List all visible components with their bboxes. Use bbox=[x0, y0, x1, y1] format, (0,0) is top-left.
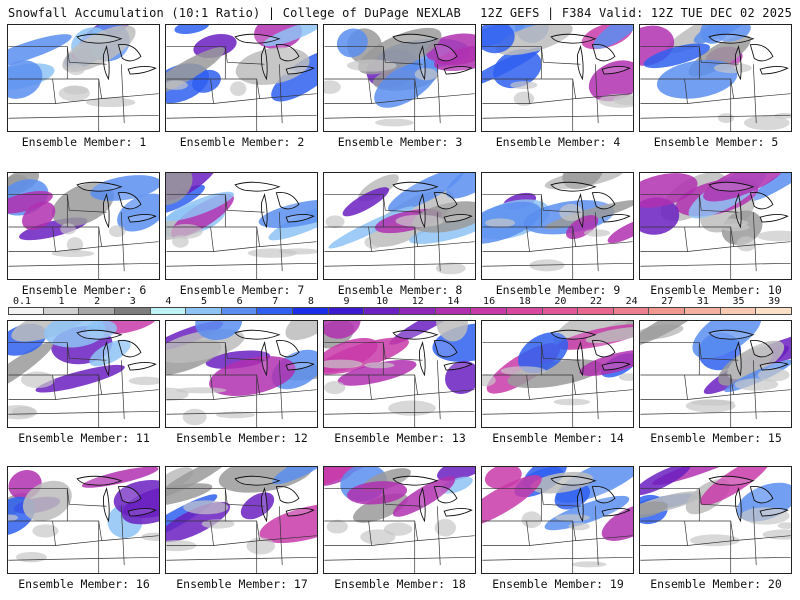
member-caption: Ensemble Member: 1 bbox=[21, 135, 147, 149]
colorbar-label: 3 bbox=[129, 296, 136, 307]
colorbar-label: 14 bbox=[447, 296, 460, 307]
run-info: 12Z GEFS | F384 Valid: 12Z TUE DEC 02 20… bbox=[480, 6, 792, 20]
colorbar-segment bbox=[542, 307, 579, 315]
member-map-panel bbox=[323, 24, 476, 132]
member-map-panel bbox=[7, 24, 160, 132]
colorbar-label: 10 bbox=[376, 296, 389, 307]
colorbar-segment bbox=[150, 307, 187, 315]
colorbar-label: 7 bbox=[272, 296, 279, 307]
member-map-panel bbox=[639, 24, 792, 132]
member-caption: Ensemble Member: 7 bbox=[179, 283, 305, 297]
colorbar-label: 0.1 bbox=[12, 296, 32, 307]
member-map-panel bbox=[481, 320, 634, 428]
member-caption: Ensemble Member: 11 bbox=[18, 431, 150, 445]
colorbar-label: 8 bbox=[307, 296, 314, 307]
member-caption: Ensemble Member: 15 bbox=[650, 431, 782, 445]
member-caption: Ensemble Member: 17 bbox=[176, 577, 308, 591]
colorbar-segment bbox=[649, 307, 686, 315]
colorbar-segment bbox=[685, 307, 721, 315]
member-caption: Ensemble Member: 20 bbox=[650, 577, 782, 591]
member-caption: Ensemble Member: 13 bbox=[334, 431, 466, 445]
colorbar-label: 4 bbox=[165, 296, 172, 307]
member-map-panel bbox=[165, 466, 318, 574]
colorbar-frame bbox=[8, 307, 792, 315]
member-map-panel bbox=[323, 320, 476, 428]
colorbar-label: 16 bbox=[483, 296, 496, 307]
member-caption: Ensemble Member: 4 bbox=[495, 135, 621, 149]
colorbar-segment bbox=[720, 307, 757, 315]
member-map-panel bbox=[7, 466, 160, 574]
member-caption: Ensemble Member: 3 bbox=[337, 135, 463, 149]
member-caption: Ensemble Member: 5 bbox=[653, 135, 779, 149]
colorbar-segment bbox=[364, 307, 400, 315]
colorbar-label: 5 bbox=[200, 296, 208, 307]
member-map-panel bbox=[165, 172, 318, 280]
colorbar-label: 1 bbox=[58, 296, 65, 307]
colorbar-segment bbox=[435, 307, 472, 315]
member-map-panel bbox=[323, 466, 476, 574]
member-caption: Ensemble Member: 14 bbox=[492, 431, 624, 445]
colorbar-segment bbox=[114, 307, 151, 315]
colorbar-label: 39 bbox=[768, 296, 781, 307]
member-map-panel bbox=[481, 24, 634, 132]
member-caption: Ensemble Member: 6 bbox=[21, 283, 147, 297]
colorbar-segment bbox=[257, 307, 294, 315]
member-map-panel bbox=[165, 320, 318, 428]
colorbar-segment bbox=[79, 307, 115, 315]
member-caption: Ensemble Member: 8 bbox=[337, 283, 463, 297]
member-map-panel bbox=[481, 466, 634, 574]
member-map-panel bbox=[323, 172, 476, 280]
member-map-panel bbox=[165, 24, 318, 132]
colorbar-segment bbox=[221, 307, 258, 315]
member-caption: Ensemble Member: 9 bbox=[495, 283, 621, 297]
colorbar-segment bbox=[613, 307, 650, 315]
member-caption: Ensemble Member: 19 bbox=[492, 577, 624, 591]
colorbar-label: 20 bbox=[554, 296, 567, 307]
colorbar-segment bbox=[328, 307, 365, 315]
member-caption: Ensemble Member: 10 bbox=[650, 283, 782, 297]
colorbar-label: 6 bbox=[236, 296, 243, 307]
member-map-panel bbox=[639, 466, 792, 574]
colorbar-label: 12 bbox=[411, 296, 424, 307]
colorbar-label: 27 bbox=[661, 296, 674, 307]
member-caption: Ensemble Member: 2 bbox=[179, 135, 305, 149]
colorbar-segment bbox=[400, 307, 436, 315]
colorbar-segment bbox=[8, 307, 44, 315]
colorbar-label: 24 bbox=[625, 296, 638, 307]
member-map-panel bbox=[7, 320, 160, 428]
colorbar-segment bbox=[293, 307, 329, 315]
member-caption: Ensemble Member: 18 bbox=[334, 577, 466, 591]
member-map-panel bbox=[639, 320, 792, 428]
colorbar-label: 35 bbox=[732, 296, 745, 307]
member-map-panel bbox=[7, 172, 160, 280]
colorbar bbox=[8, 307, 792, 318]
colorbar-label: 31 bbox=[696, 296, 709, 307]
colorbar-label: 18 bbox=[518, 296, 531, 307]
colorbar-segment bbox=[506, 307, 543, 315]
map-title: Snowfall Accumulation (10:1 Ratio) | Col… bbox=[8, 6, 461, 20]
colorbar-label: 22 bbox=[589, 296, 603, 307]
member-map-panel bbox=[481, 172, 634, 280]
colorbar-segment bbox=[43, 307, 80, 315]
colorbar-label: 2 bbox=[94, 296, 101, 307]
colorbar-segment bbox=[578, 307, 614, 315]
colorbar-segment bbox=[186, 307, 222, 315]
colorbar-segment bbox=[471, 307, 507, 315]
member-map-panel bbox=[639, 172, 792, 280]
member-caption: Ensemble Member: 12 bbox=[176, 431, 308, 445]
colorbar-label: 9 bbox=[343, 296, 350, 307]
member-caption: Ensemble Member: 16 bbox=[18, 577, 150, 591]
